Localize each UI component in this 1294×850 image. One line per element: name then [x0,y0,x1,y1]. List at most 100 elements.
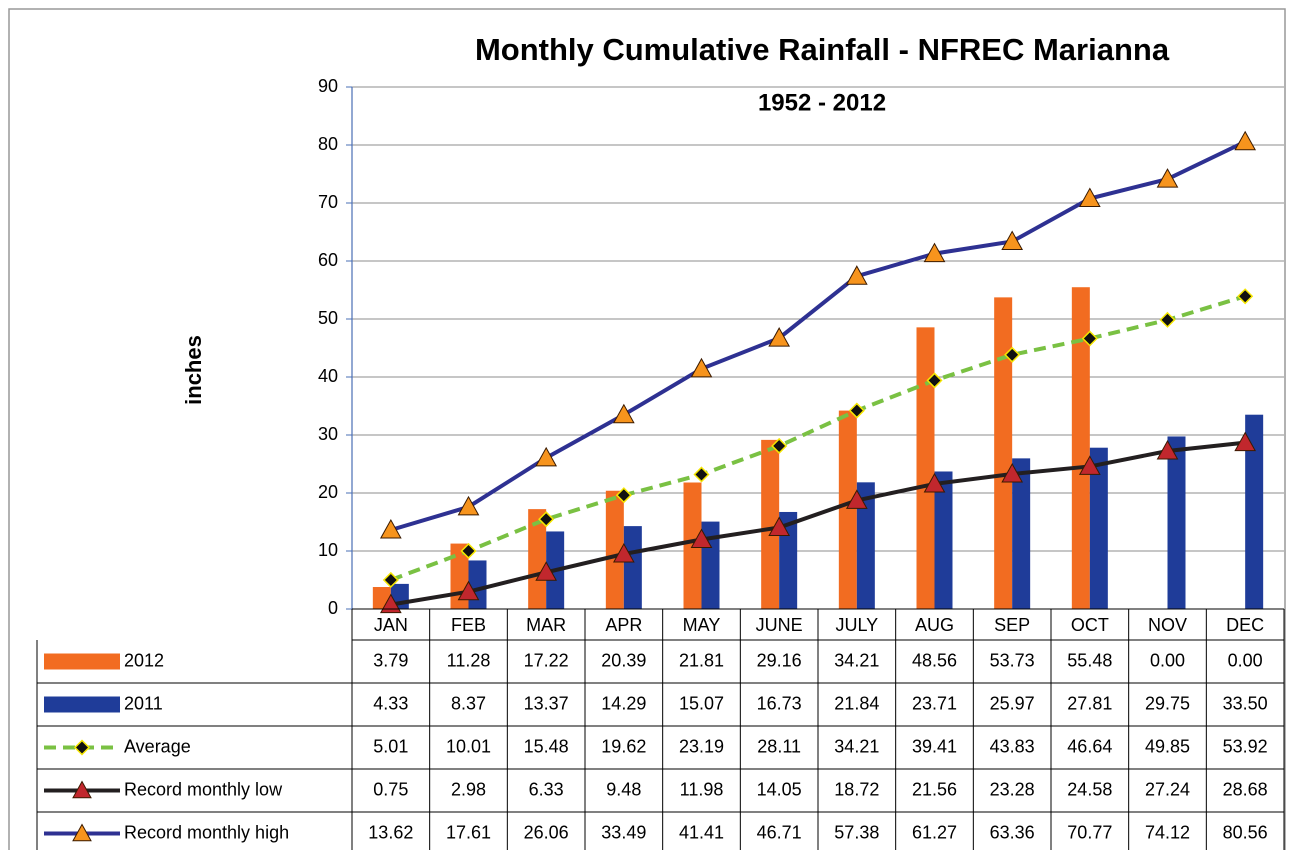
marker [1004,346,1021,363]
table-cell: 70.77 [1067,822,1112,842]
legend-swatch [44,653,120,670]
table-cell: 53.73 [990,650,1035,670]
table-cell: 21.84 [834,693,879,713]
chart-frame [8,8,1286,850]
table-cell: 15.48 [524,736,569,756]
bar [605,490,624,609]
marker [1001,462,1024,483]
table-cell: 74.12 [1145,822,1190,842]
table-cell: 46.64 [1067,736,1112,756]
y-tick-label: 30 [318,424,338,444]
bar [934,471,953,609]
table-cell: 11.98 [680,779,724,799]
marker [379,518,402,539]
table-cell: 17.22 [524,650,569,670]
marker [457,580,480,601]
marker [538,511,555,528]
x-tick-label: JUNE [756,615,803,635]
marker [612,403,635,424]
table-cell: 55.48 [1067,650,1112,670]
table-cell: 11.28 [447,650,491,670]
x-tick-label: OCT [1071,615,1109,635]
bar [623,526,642,609]
y-tick-label: 40 [318,366,338,386]
bar [1167,436,1186,609]
table-cell: 49.85 [1145,736,1190,756]
table-cell: 27.81 [1067,693,1112,713]
table-cell: 46.71 [757,822,802,842]
table-cell: 23.28 [990,779,1035,799]
y-tick-label: 80 [318,134,338,154]
legend-label: 2011 [124,693,163,713]
marker [615,487,632,504]
table-cell: 34.21 [834,736,879,756]
table-cell: 10.01 [446,736,491,756]
bar [856,482,875,609]
table-cell: 61.27 [912,822,957,842]
marker [1156,439,1179,460]
y-tick-label: 20 [318,482,338,502]
marker [690,528,713,549]
bar [1089,447,1108,609]
bar [779,511,798,609]
marker [693,466,710,483]
table-cell: 24.58 [1067,779,1112,799]
table-cell: 6.33 [529,779,564,799]
y-tick-label: 60 [318,250,338,270]
bar [916,327,935,609]
marker [1234,130,1257,151]
bar [468,560,487,609]
table-cell: 18.72 [834,779,879,799]
line [390,294,1246,582]
marker [379,593,402,614]
y-tick-label: 50 [318,308,338,328]
table-cell: 21.81 [679,650,724,670]
bar [1071,287,1090,609]
table-cell: 25.97 [990,693,1035,713]
table-cell: 16.73 [757,693,802,713]
table-cell: 29.16 [757,650,802,670]
chart-title: Monthly Cumulative Rainfall - NFREC Mari… [475,32,1170,67]
table-cell: 57.38 [834,822,879,842]
table-cell: 2.98 [451,779,486,799]
table-cell: 3.79 [373,650,408,670]
marker [1234,431,1257,452]
table-cell: 9.48 [606,779,641,799]
marker [460,542,477,560]
marker [1237,288,1254,305]
y-tick-label: 0 [328,598,338,618]
x-tick-label: JULY [835,615,878,635]
legend-marker [72,823,92,842]
x-tick-label: JAN [374,615,408,635]
table-cell: 14.05 [757,779,802,799]
chart-subtitle: 1952 - 2012 [758,89,886,116]
table-cell: 43.83 [990,736,1035,756]
table-cell: 29.75 [1145,693,1190,713]
table-cell: 26.06 [524,822,569,842]
legend-swatch [44,696,120,713]
marker [1081,330,1098,347]
legend-label: Record monthly low [124,779,283,799]
marker [926,372,943,389]
table-cell: 13.37 [524,693,569,713]
table-cell: 21.56 [912,779,957,799]
marker [1001,230,1024,251]
x-tick-label: NOV [1148,615,1187,635]
legend-marker [72,780,92,799]
x-tick-label: DEC [1226,615,1264,635]
marker [1159,311,1176,328]
table-cell: 28.11 [757,736,801,756]
legend-marker [73,739,91,756]
bar [528,509,547,609]
table-cell: 0.00 [1150,650,1185,670]
marker [923,472,946,493]
x-tick-label: MAR [526,615,566,635]
marker [382,571,399,589]
bar [1012,458,1031,609]
marker [535,561,558,581]
table-cell: 39.41 [912,736,957,756]
table-cell: 34.21 [834,650,879,670]
table-cell: 13.62 [368,822,413,842]
y-tick-label: 10 [318,540,338,560]
